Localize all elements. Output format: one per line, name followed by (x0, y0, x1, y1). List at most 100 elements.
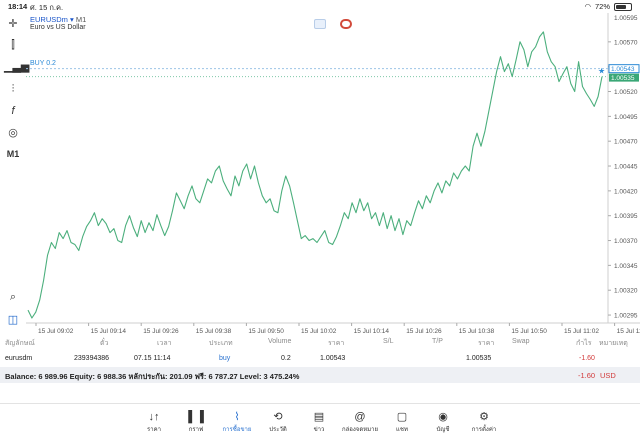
symbol-dropdown-icon: ▾ (70, 15, 74, 24)
price-tick-label: 1.00470 (614, 139, 638, 146)
col-header: Swap (512, 338, 530, 345)
col-header: เวลา (157, 340, 172, 347)
time-tick-label: 15 Jul 10:26 (406, 328, 442, 335)
balance-profit: -1.60 (578, 371, 596, 380)
tab-chart[interactable]: ▌▐ กราฟ (176, 410, 216, 434)
tab-quotes[interactable]: ↓↑ ราคา (134, 410, 174, 434)
tab-news[interactable]: ▤ ข่าว (299, 410, 339, 434)
time-tick-label: 15 Jul 11:02 (564, 328, 599, 335)
trade-icon: ⌇ (234, 411, 240, 423)
symbol-name: EURUSDm (30, 15, 68, 24)
tab-label: ประวัติ (269, 427, 287, 433)
price-tick-label: 1.00420 (614, 188, 638, 195)
wifi-icon: ◠ (584, 2, 591, 11)
table-cell: 239394386 (74, 355, 110, 362)
status-bar: 18:14 ศ. 15 ก.ค. ◠ 72% (0, 0, 640, 13)
price-tick-label: 1.00595 (614, 15, 638, 22)
price-tick-label: 1.00495 (614, 114, 638, 121)
time-tick-label: 15 Jul 11:14 (617, 328, 640, 335)
tab-label: ราคา (147, 427, 161, 433)
history-icon: ⟲ (273, 411, 283, 423)
time-tick-label: 15 Jul 09:14 (91, 328, 127, 335)
tab-history[interactable]: ⟲ ประวัติ (258, 410, 298, 434)
one-click-trade-icon[interactable] (314, 19, 326, 29)
balance-currency: USD (600, 371, 616, 380)
tab-account[interactable]: ◉ บัญชี (423, 410, 463, 434)
time-tick-label: 15 Jul 10:02 (301, 328, 337, 335)
battery-icon (614, 2, 632, 11)
price-tick-label: 1.00295 (614, 313, 638, 320)
table-cell: 0.2 (281, 355, 291, 362)
table-cell: buy (219, 355, 231, 362)
price-tick-label: 1.00570 (614, 39, 638, 46)
table-cell[interactable]: eurusdm (5, 355, 33, 362)
time-tick-label: 15 Jul 09:50 (248, 328, 284, 335)
col-header: ตั๋ว (100, 340, 109, 347)
timeframe-button[interactable]: M1 (6, 149, 20, 159)
price-tick-label: 1.00520 (614, 89, 638, 96)
symbol-timeframe: M1 (75, 15, 87, 24)
bottom-tab-bar: ↓↑ ราคา ▌▐ กราฟ ⌇ การซื้อขาย ⟲ ประวัติ ▤ ข่าว… (0, 403, 640, 447)
market-depth-icon[interactable] (340, 19, 352, 29)
balance-summary: Balance: 6 989.96 Equity: 6 988.36 หลักป… (5, 372, 300, 381)
table-cell: 1.00543 (320, 355, 346, 362)
time-tick-label: 15 Jul 10:38 (459, 328, 495, 335)
price-tick-label: 1.00445 (614, 164, 638, 171)
function-icon[interactable]: f (11, 105, 15, 117)
price-tick-label: 1.00345 (614, 263, 638, 270)
tab-label: การซื้อขาย (222, 427, 252, 433)
trade-panel-icon[interactable]: ◫ (7, 314, 19, 326)
tab-label: แชท (396, 427, 408, 433)
price-chart[interactable]: 1.005951.005701.005451.005201.004951.004… (26, 13, 640, 338)
chart-toolbar: ✛ ⫿ ▁▃▅ ⫶ f ◎ M1 ⌕ ◫ (0, 13, 30, 326)
time-tick-label: 15 Jul 09:26 (143, 328, 179, 335)
tab-chat[interactable]: ▢ แชท (382, 410, 422, 434)
symbol-header[interactable]: EURUSDm ▾ M1 (30, 15, 86, 24)
time-tick-label: 15 Jul 10:14 (354, 328, 390, 335)
tab-label: บัญชี (436, 427, 450, 433)
tab-label: การตั้งค่า (471, 427, 497, 433)
tab-label: กราฟ (188, 427, 204, 433)
current-price-tag-label: 1.00535 (611, 75, 635, 82)
news-icon: ▤ (313, 411, 325, 423)
col-header: S/L (383, 338, 394, 345)
current-price-tag (609, 73, 639, 82)
tab-trade[interactable]: ⌇ การซื้อขาย (217, 410, 257, 434)
tab-settings[interactable]: ⚙ การตั้งค่า (464, 410, 504, 434)
col-header: Volume (268, 338, 292, 345)
clock: 18:14 (8, 2, 28, 11)
table-cell: 1.00535 (466, 355, 492, 362)
col-header: T/P (432, 338, 443, 345)
table-cell: 07.15 11:14 (134, 355, 171, 362)
col-header: ราคา (478, 340, 495, 347)
tab-label: กล่องจดหมาย (341, 427, 379, 433)
col-header: ราคา (328, 340, 345, 347)
col-header: สัญลักษณ์ (5, 340, 35, 347)
time-tick-label: 15 Jul 09:02 (38, 328, 74, 335)
date: ศ. 15 ก.ค. (30, 3, 64, 12)
col-header: กำไร (576, 340, 592, 347)
balance-bar: Balance: 6 989.96 Equity: 6 988.36 หลักป… (0, 367, 640, 383)
time-tick-label: 15 Jul 09:38 (196, 328, 232, 335)
tab-label: ข่าว (313, 427, 325, 433)
battery-percent: 72% (594, 2, 610, 11)
buy-price-tag-label: 1.00543 (611, 66, 635, 73)
indicator-icon[interactable]: ▁▃▅ (4, 61, 30, 73)
chat-icon: ▢ (396, 411, 408, 423)
objects-icon[interactable]: ◎ (8, 127, 18, 139)
crosshair-icon[interactable]: ✛ (8, 18, 18, 30)
price-tick-label: 1.00320 (614, 288, 638, 295)
tab-mailbox[interactable]: @ กล่องจดหมาย (340, 410, 380, 434)
account-icon: ◉ (438, 411, 448, 423)
symbol-description: Euro vs US Dollar (30, 24, 86, 31)
quotes-icon: ↓↑ (148, 411, 160, 423)
col-header: ประเภท (209, 340, 233, 347)
time-tick-label: 15 Jul 10:50 (511, 328, 547, 335)
table-cell: -1.60 (579, 355, 595, 362)
alert-star-icon: ★ (598, 67, 605, 76)
chart-type-icon[interactable]: ⫿ (11, 39, 15, 51)
price-tick-label: 1.00395 (614, 213, 638, 220)
zoom-icon[interactable]: ⌕ (9, 291, 17, 303)
buy-price-tag (608, 64, 640, 74)
settings-sliders-icon[interactable]: ⫶ (11, 83, 15, 95)
